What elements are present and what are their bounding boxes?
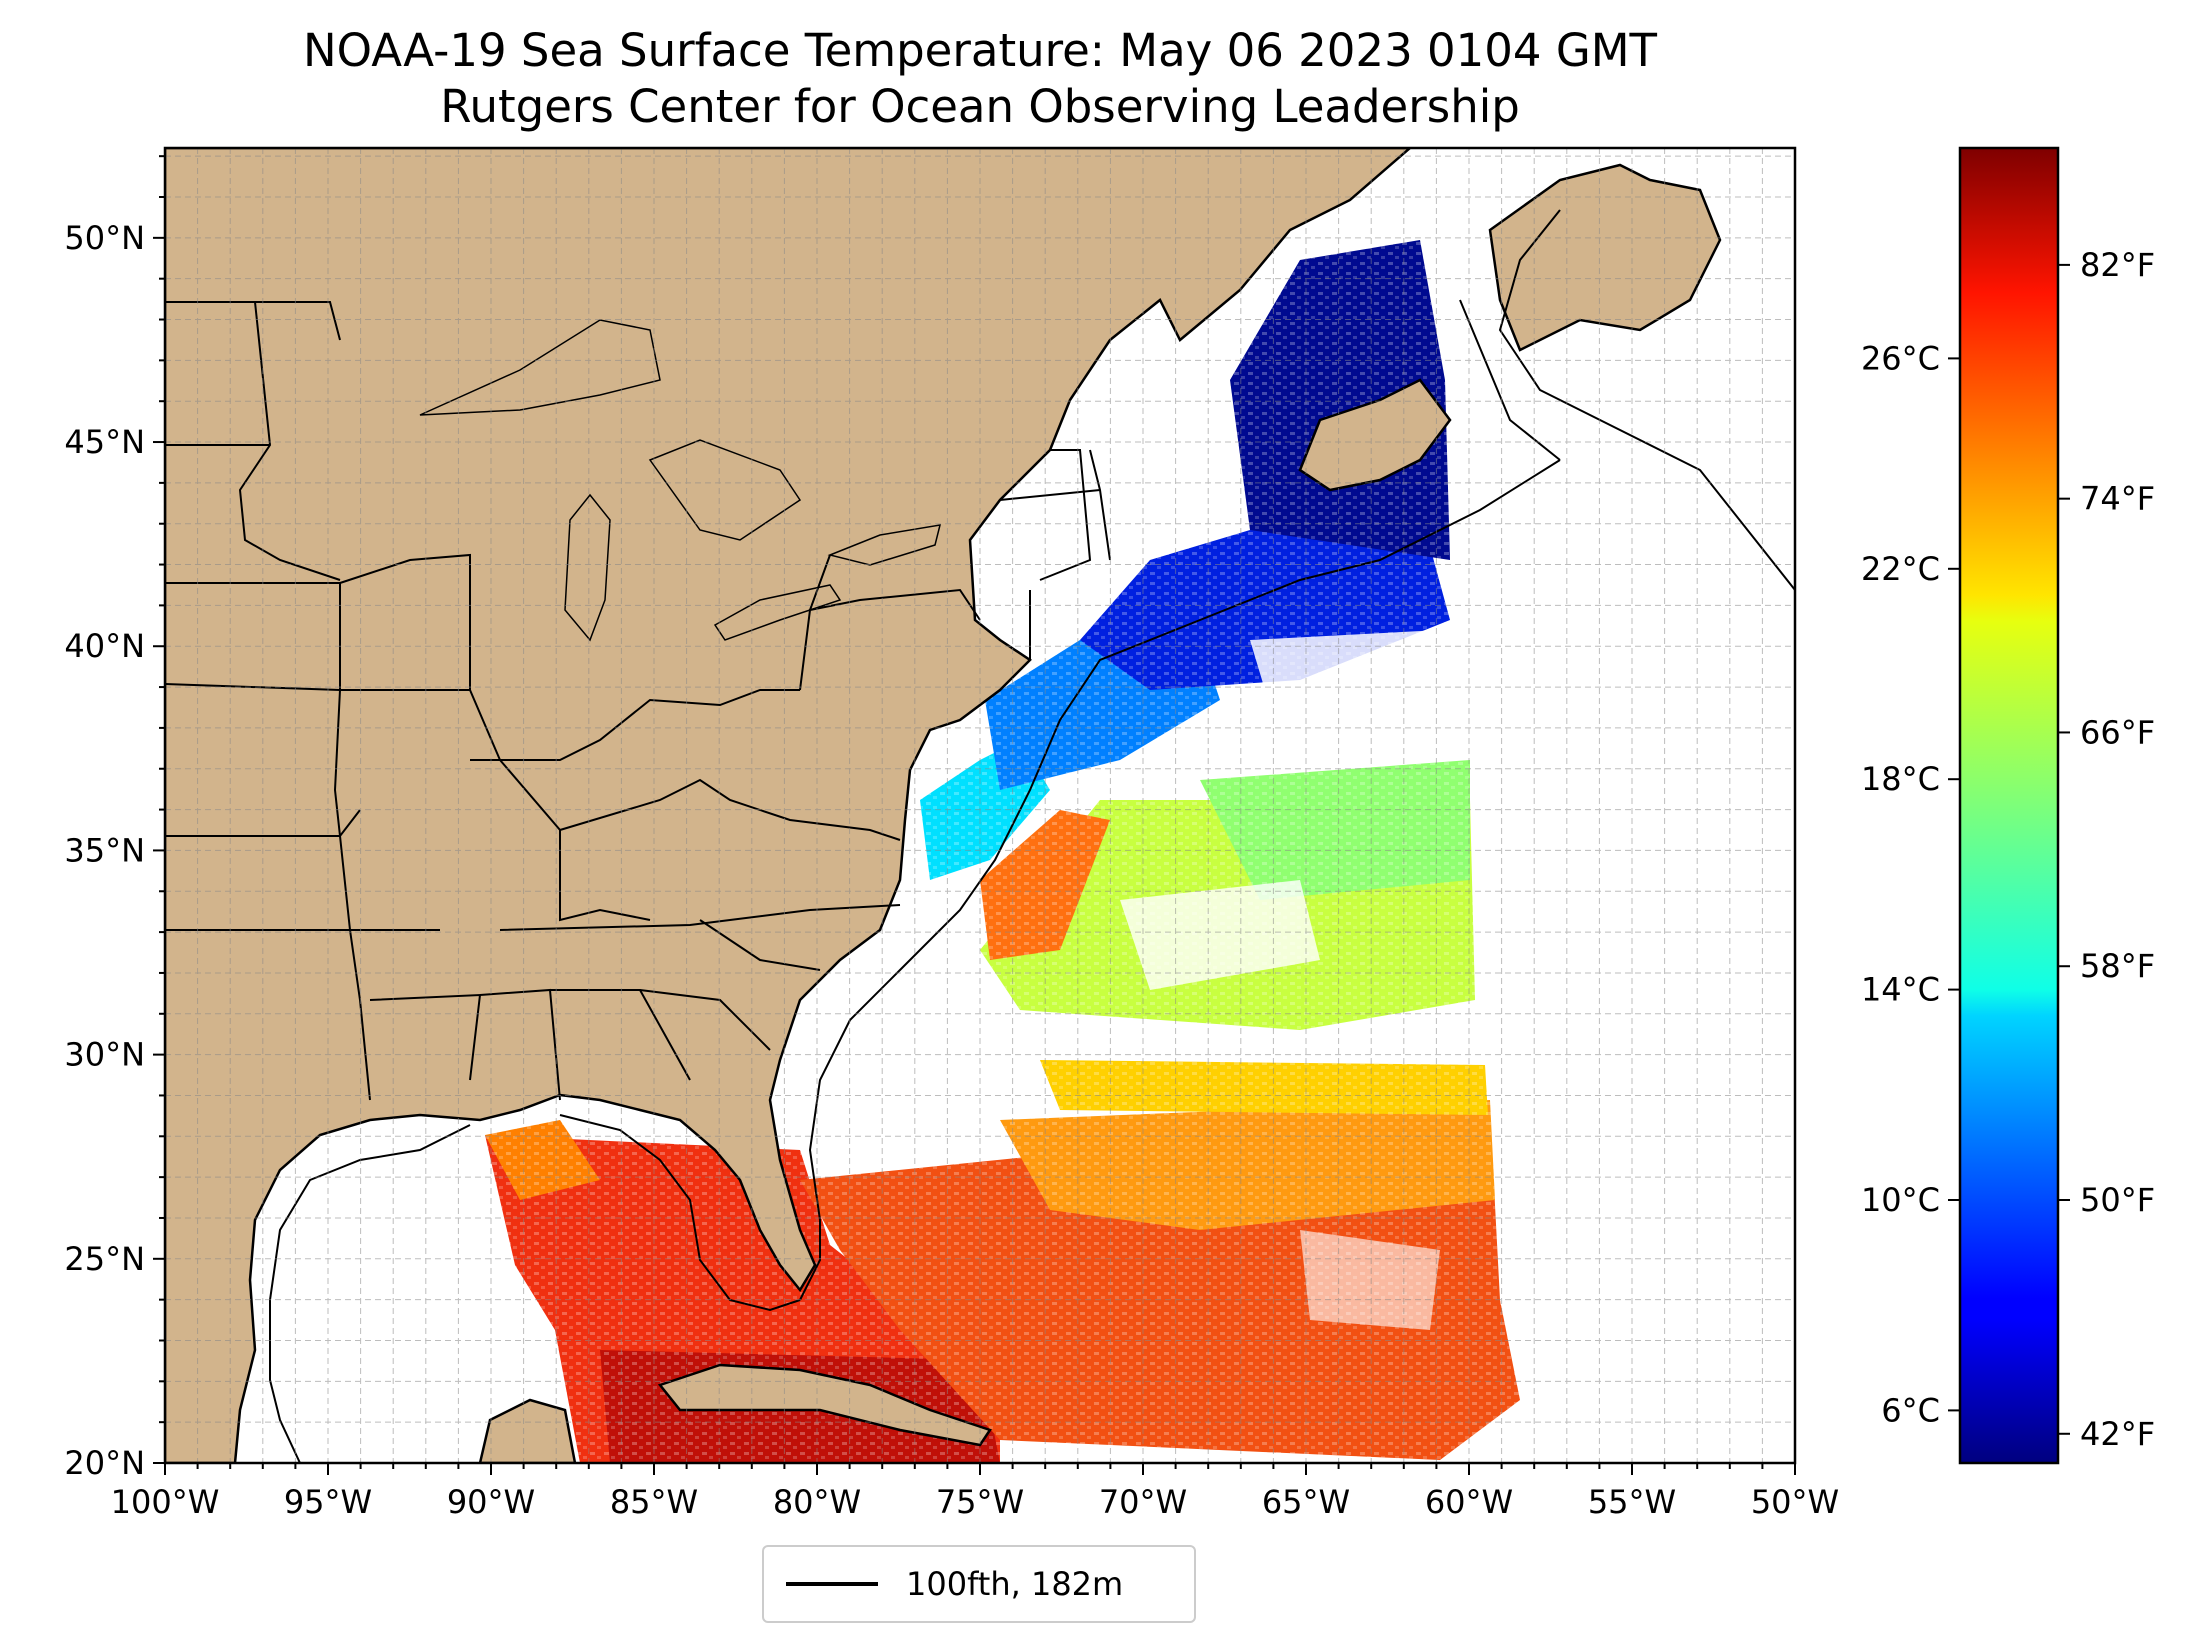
colorbar-celsius-label: 6°C (1881, 1391, 1940, 1429)
lat-tick-label: 20°N (64, 1444, 145, 1482)
legend-isobath-line (786, 1582, 878, 1586)
lon-tick-label: 95°W (284, 1483, 372, 1521)
lat-axis: 20°N 25°N 30°N 35°N 40°N 45°N 50°N (64, 155, 165, 1482)
state-borders (165, 301, 1111, 1101)
colorbar-celsius-label: 22°C (1861, 550, 1940, 588)
lakes-outline (419, 319, 942, 642)
cloud-gap-3 (1300, 1230, 1440, 1330)
lon-tick-label: 50°W (1751, 1483, 1839, 1521)
colorbar-celsius-label: 14°C (1861, 971, 1940, 1009)
colorbar-fahrenheit-label: 66°F (2080, 713, 2155, 751)
lon-tick-label: 100°W (111, 1483, 220, 1521)
colorbar-fahrenheit-label: 42°F (2080, 1415, 2155, 1453)
lon-tick-label: 85°W (610, 1483, 698, 1521)
lat-tick-label: 25°N (64, 1240, 145, 1278)
lat-tick-label: 45°N (64, 423, 145, 461)
land-nova-scotia (1298, 378, 1452, 492)
colorbar-celsius-label: 26°C (1861, 339, 1940, 377)
map-title: NOAA-19 Sea Surface Temperature: May 06 … (302, 24, 1658, 77)
legend: 100fth, 182m (762, 1545, 1196, 1623)
lon-tick-label: 90°W (447, 1483, 535, 1521)
lat-tick-label: 35°N (64, 831, 145, 869)
map-subtitle: Rutgers Center for Ocean Observing Leade… (440, 80, 1520, 133)
lat-tick-label: 50°N (64, 219, 145, 257)
colorbar (1958, 146, 2060, 1465)
colorbar-celsius-label: 10°C (1861, 1181, 1940, 1219)
lon-tick-label: 60°W (1425, 1483, 1513, 1521)
colorbar-fahrenheit-label: 74°F (2080, 480, 2155, 518)
land-yucatan (478, 1398, 577, 1463)
land-cuba (657, 1363, 992, 1447)
colorbar-fahrenheit-label: 58°F (2080, 947, 2155, 985)
land-layer (165, 148, 1722, 1463)
lon-tick-label: 80°W (773, 1483, 861, 1521)
colorbar-celsius-label: 18°C (1861, 760, 1940, 798)
map-gridlines (165, 148, 1795, 1463)
isobath-100fth (269, 209, 1795, 1463)
lon-axis: 100°W 95°W 90°W 85°W 80°W 75°W 70°W 65°W 60°W 55°… (111, 1463, 1839, 1521)
lon-tick-label: 65°W (1262, 1483, 1350, 1521)
colorbar-fahrenheit-label: 82°F (2080, 246, 2155, 284)
land-north-america (165, 148, 1412, 1463)
lat-tick-label: 30°N (64, 1036, 145, 1074)
map-layers (165, 148, 1795, 1463)
colorbar-fahrenheit-axis: 42°F 50°F 58°F 66°F 74°F 82°F (2058, 246, 2155, 1453)
colorbar-celsius-axis: 6°C 10°C 14°C 18°C 22°C 26°C (1861, 339, 1960, 1429)
lon-tick-label: 55°W (1588, 1483, 1676, 1521)
lon-tick-label: 75°W (936, 1483, 1024, 1521)
lon-tick-label: 70°W (1099, 1483, 1187, 1521)
lat-tick-label: 40°N (64, 627, 145, 665)
legend-label: 100fth, 182m (906, 1565, 1124, 1603)
colorbar-fahrenheit-label: 50°F (2080, 1181, 2155, 1219)
land-newfoundland (1488, 163, 1722, 352)
cloud-gap-1 (1120, 880, 1320, 990)
